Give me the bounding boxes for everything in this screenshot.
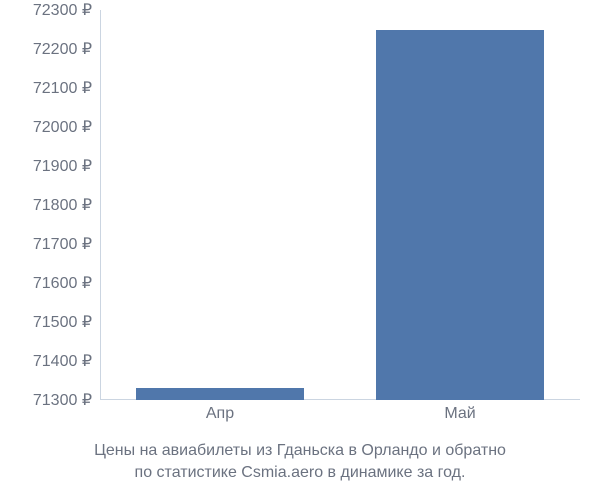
chart-caption: Цены на авиабилеты из Гданьска в Орландо… [0,440,600,485]
y-tick-label: 71400 ₽ [33,351,92,371]
y-tick-label: 72200 ₽ [33,39,92,59]
y-tick-label: 71600 ₽ [33,273,92,293]
y-tick-label: 71700 ₽ [33,234,92,254]
x-tick-label: Май [444,405,475,423]
y-axis-line [100,10,101,400]
price-chart: 71300 ₽ 71400 ₽ 71500 ₽ 71600 ₽ 71700 ₽ 71800… [0,0,600,500]
y-axis: 71300 ₽71400 ₽71500 ₽71600 ₽71700 ₽71800… [0,10,100,400]
caption-line-1: Цены на авиабилеты из Гданьска в Орландо… [94,442,506,459]
y-tick-label: 71900 ₽ [33,156,92,176]
y-tick-label: 71500 ₽ [33,312,92,332]
bar [376,30,544,401]
y-tick-label: 72000 ₽ [33,117,92,137]
y-tick-label: 71800 ₽ [33,195,92,215]
caption-line-2: по статистике Csmia.aero в динамике за г… [135,464,466,481]
plot-area [100,10,580,400]
x-tick-label: Апр [206,405,234,423]
x-axis-labels: Апр Май [100,405,580,430]
bar [136,388,304,400]
y-tick-label: 71300 ₽ [33,390,92,410]
y-tick-label: 72300 ₽ [33,0,92,20]
y-tick-label: 72100 ₽ [33,78,92,98]
